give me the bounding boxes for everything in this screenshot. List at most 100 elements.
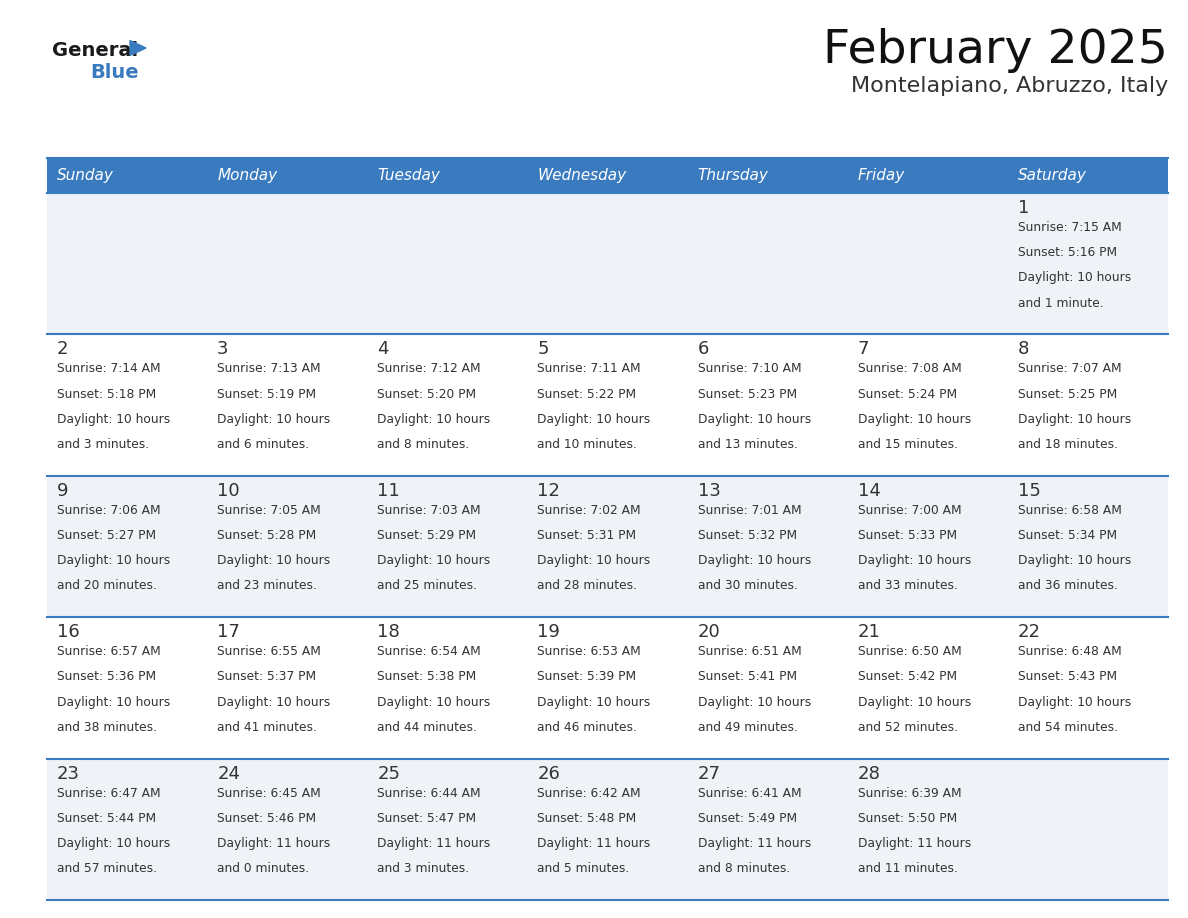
Text: 19: 19 [537,623,561,641]
Text: Sunset: 5:39 PM: Sunset: 5:39 PM [537,670,637,683]
Text: 20: 20 [697,623,720,641]
Bar [48,334,1168,476]
Text: and 1 minute.: and 1 minute. [1018,297,1104,309]
Text: and 38 minutes.: and 38 minutes. [57,721,157,733]
Text: Sunset: 5:44 PM: Sunset: 5:44 PM [57,812,156,824]
Text: 21: 21 [858,623,880,641]
Text: 16: 16 [57,623,80,641]
Text: Daylight: 10 hours: Daylight: 10 hours [57,696,170,709]
Text: and 44 minutes.: and 44 minutes. [378,721,478,733]
Text: Sunset: 5:37 PM: Sunset: 5:37 PM [217,670,316,683]
Text: and 23 minutes.: and 23 minutes. [217,579,317,592]
Text: Sunrise: 7:12 AM: Sunrise: 7:12 AM [378,363,481,375]
Text: Sunrise: 6:54 AM: Sunrise: 6:54 AM [378,645,481,658]
Text: Daylight: 10 hours: Daylight: 10 hours [537,554,651,567]
Text: Sunset: 5:33 PM: Sunset: 5:33 PM [858,529,956,542]
Text: 26: 26 [537,765,561,783]
Text: 28: 28 [858,765,880,783]
Text: Daylight: 10 hours: Daylight: 10 hours [378,413,491,426]
Text: Sunset: 5:46 PM: Sunset: 5:46 PM [217,812,316,824]
Text: Sunday: Sunday [57,168,114,183]
Text: Sunrise: 6:53 AM: Sunrise: 6:53 AM [537,645,642,658]
Text: Sunset: 5:20 PM: Sunset: 5:20 PM [378,387,476,400]
Text: Daylight: 10 hours: Daylight: 10 hours [378,554,491,567]
Text: Sunset: 5:19 PM: Sunset: 5:19 PM [217,387,316,400]
Text: Sunrise: 6:41 AM: Sunrise: 6:41 AM [697,787,801,800]
Text: Sunset: 5:48 PM: Sunset: 5:48 PM [537,812,637,824]
Text: Daylight: 11 hours: Daylight: 11 hours [217,837,330,850]
Text: and 20 minutes.: and 20 minutes. [57,579,157,592]
Text: Daylight: 10 hours: Daylight: 10 hours [57,413,170,426]
Text: Sunrise: 7:01 AM: Sunrise: 7:01 AM [697,504,801,517]
Text: 5: 5 [537,341,549,358]
Text: Daylight: 10 hours: Daylight: 10 hours [697,554,811,567]
Text: and 11 minutes.: and 11 minutes. [858,862,958,875]
Text: Blue: Blue [90,63,139,82]
Text: 14: 14 [858,482,880,499]
Text: 25: 25 [378,765,400,783]
Text: and 33 minutes.: and 33 minutes. [858,579,958,592]
Text: and 3 minutes.: and 3 minutes. [378,862,469,875]
Text: Daylight: 10 hours: Daylight: 10 hours [217,554,330,567]
Bar [48,617,1168,758]
Text: 27: 27 [697,765,721,783]
Text: and 18 minutes.: and 18 minutes. [1018,438,1118,451]
Text: and 25 minutes.: and 25 minutes. [378,579,478,592]
Text: and 8 minutes.: and 8 minutes. [378,438,469,451]
Text: February 2025: February 2025 [823,28,1168,73]
Text: Sunrise: 7:06 AM: Sunrise: 7:06 AM [57,504,160,517]
Polygon shape [129,40,146,55]
Text: and 57 minutes.: and 57 minutes. [57,862,157,875]
Text: 2: 2 [57,341,69,358]
Text: Daylight: 10 hours: Daylight: 10 hours [537,696,651,709]
Text: Sunset: 5:18 PM: Sunset: 5:18 PM [57,387,157,400]
Text: 12: 12 [537,482,561,499]
Text: 4: 4 [378,341,388,358]
Text: Tuesday: Tuesday [378,168,441,183]
Text: and 5 minutes.: and 5 minutes. [537,862,630,875]
Text: Sunset: 5:49 PM: Sunset: 5:49 PM [697,812,797,824]
Text: General: General [52,41,138,60]
Text: Sunrise: 7:11 AM: Sunrise: 7:11 AM [537,363,642,375]
Text: Sunset: 5:47 PM: Sunset: 5:47 PM [378,812,476,824]
Text: Monday: Monday [217,168,277,183]
Text: and 13 minutes.: and 13 minutes. [697,438,797,451]
Text: and 15 minutes.: and 15 minutes. [858,438,958,451]
Text: Sunset: 5:34 PM: Sunset: 5:34 PM [1018,529,1117,542]
Text: Daylight: 10 hours: Daylight: 10 hours [858,554,971,567]
Text: Daylight: 10 hours: Daylight: 10 hours [378,696,491,709]
Text: 15: 15 [1018,482,1041,499]
Text: Daylight: 10 hours: Daylight: 10 hours [217,413,330,426]
Text: Sunset: 5:32 PM: Sunset: 5:32 PM [697,529,797,542]
Text: Saturday: Saturday [1018,168,1087,183]
Text: and 36 minutes.: and 36 minutes. [1018,579,1118,592]
Text: Sunrise: 7:02 AM: Sunrise: 7:02 AM [537,504,642,517]
Text: Sunrise: 6:57 AM: Sunrise: 6:57 AM [57,645,160,658]
Text: Sunrise: 6:48 AM: Sunrise: 6:48 AM [1018,645,1121,658]
Text: Sunrise: 7:03 AM: Sunrise: 7:03 AM [378,504,481,517]
Bar [48,758,1168,900]
Text: Sunset: 5:41 PM: Sunset: 5:41 PM [697,670,797,683]
Text: Daylight: 10 hours: Daylight: 10 hours [1018,413,1131,426]
Text: Sunrise: 6:42 AM: Sunrise: 6:42 AM [537,787,642,800]
Text: 6: 6 [697,341,709,358]
Text: Sunset: 5:24 PM: Sunset: 5:24 PM [858,387,956,400]
Text: 17: 17 [217,623,240,641]
Text: Sunrise: 6:47 AM: Sunrise: 6:47 AM [57,787,160,800]
Text: Daylight: 10 hours: Daylight: 10 hours [1018,272,1131,285]
Text: Sunset: 5:31 PM: Sunset: 5:31 PM [537,529,637,542]
Text: Sunset: 5:23 PM: Sunset: 5:23 PM [697,387,797,400]
Text: Daylight: 10 hours: Daylight: 10 hours [858,413,971,426]
Text: and 30 minutes.: and 30 minutes. [697,579,797,592]
Text: Sunset: 5:43 PM: Sunset: 5:43 PM [1018,670,1117,683]
Text: and 54 minutes.: and 54 minutes. [1018,721,1118,733]
Text: Sunrise: 7:07 AM: Sunrise: 7:07 AM [1018,363,1121,375]
Text: 3: 3 [217,341,228,358]
Text: Sunrise: 7:13 AM: Sunrise: 7:13 AM [217,363,321,375]
Text: Sunrise: 6:58 AM: Sunrise: 6:58 AM [1018,504,1121,517]
Text: 22: 22 [1018,623,1041,641]
Text: Sunset: 5:28 PM: Sunset: 5:28 PM [217,529,316,542]
Text: Sunrise: 6:50 AM: Sunrise: 6:50 AM [858,645,961,658]
Text: Sunset: 5:36 PM: Sunset: 5:36 PM [57,670,156,683]
Text: and 8 minutes.: and 8 minutes. [697,862,790,875]
